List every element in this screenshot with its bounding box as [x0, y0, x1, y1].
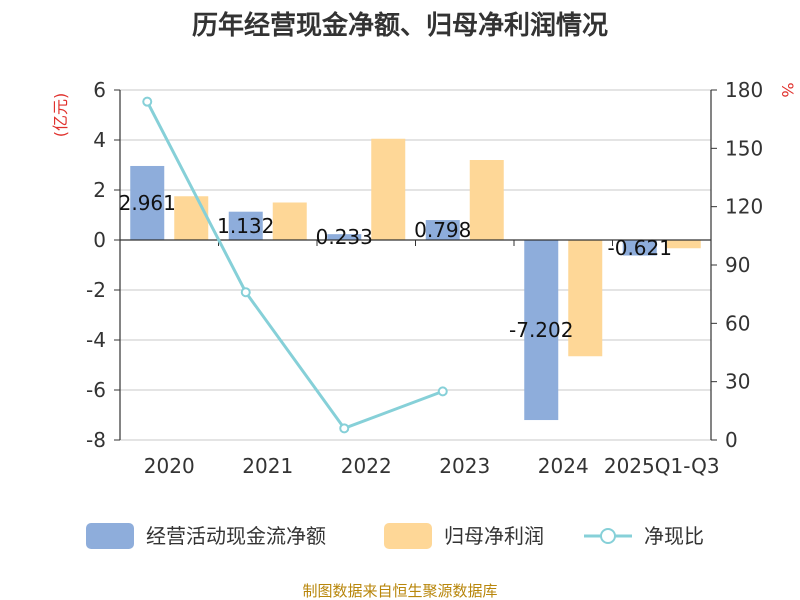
- right-tick-label: 60: [725, 311, 750, 335]
- x-tick-label: 2023: [439, 454, 490, 478]
- right-tick-label: 150: [725, 136, 763, 160]
- profit-bar-2025Q1-Q3: [666, 240, 701, 249]
- cashflow-label-2021: 1.132: [217, 214, 274, 238]
- right-axis-unit: %: [778, 82, 797, 97]
- ratio-point-2020: [142, 96, 153, 107]
- legend-label-1: 归母净利润: [444, 524, 544, 548]
- legend-marker: [600, 528, 616, 544]
- left-tick-label: 0: [93, 228, 106, 252]
- ratio-line: [142, 96, 448, 434]
- x-tick-label: 2024: [538, 454, 589, 478]
- x-tick-label: 2021: [242, 454, 293, 478]
- profit-bar-2024: [568, 240, 603, 357]
- x-tick-label: 2025Q1-Q3: [604, 454, 720, 478]
- legend-label-2: 净现比: [644, 524, 704, 548]
- cashflow-bar-2022: [327, 234, 362, 240]
- right-tick-label: 0: [725, 428, 738, 452]
- gridlines: [120, 89, 711, 441]
- cashflow-bar-2020: [130, 165, 165, 240]
- cashflow-bar-2021: [228, 211, 263, 240]
- ratio-point-2023: [437, 386, 448, 397]
- left-tick-label: -8: [86, 428, 106, 452]
- left-tick-label: -4: [86, 328, 106, 352]
- right-tick-label: 180: [725, 78, 763, 102]
- left-tick-label: 6: [93, 78, 106, 102]
- profit-bar-2020: [174, 196, 209, 240]
- tick-labels: 6 4 2 0 -2 -4 -6 -8 180 150 120 90 60 30 0 2020 2021 2022…: [86, 78, 763, 478]
- ratio-point-2022: [339, 423, 350, 434]
- left-tick-label: -2: [86, 278, 106, 302]
- cashflow-bar-2024: [524, 240, 559, 421]
- right-tick-label: 90: [725, 253, 750, 277]
- right-tick-label: 30: [725, 370, 750, 394]
- legend-label-0: 经营活动现金流净额: [146, 524, 326, 548]
- cashflow-label-2023: 0.798: [414, 218, 471, 242]
- cashflow-bar-2025Q1-Q3: [622, 240, 657, 256]
- data-labels: 2.961 1.132 0.233 0.798 -7.202 -0.621: [119, 191, 672, 342]
- ratio-line-path: [145, 100, 444, 431]
- source-note: 制图数据来自恒生聚源数据库: [302, 582, 497, 600]
- cashflow-label-2025Q1-Q3: -0.621: [608, 236, 672, 260]
- bars: [130, 138, 701, 421]
- cashflow-label-2022: 0.233: [316, 225, 373, 249]
- cashflow-bar-2023: [425, 220, 460, 240]
- left-axis-unit: (亿元): [51, 93, 70, 138]
- legend[interactable]: 经营活动现金流净额 归母净利润 净现比: [86, 523, 704, 549]
- profit-bar-2021: [272, 202, 307, 240]
- left-tick-label: 4: [93, 128, 106, 152]
- x-tick-label: 2022: [341, 454, 392, 478]
- right-tick-label: 120: [725, 195, 763, 219]
- left-tick-label: -6: [86, 378, 106, 402]
- x-tick-label: 2020: [144, 454, 195, 478]
- legend-swatch-0: [86, 523, 134, 549]
- profit-bar-2022: [371, 138, 406, 240]
- chart-title: 历年经营现金净额、归母净利润情况: [192, 10, 608, 41]
- ratio-point-2021: [240, 287, 251, 298]
- left-tick-label: 2: [93, 178, 106, 202]
- profit-bar-2023: [469, 160, 504, 240]
- axes: [114, 89, 717, 441]
- cashflow-label-2020: 2.961: [119, 191, 176, 215]
- cashflow-label-2024: -7.202: [509, 318, 573, 342]
- legend-swatch-1: [384, 523, 432, 549]
